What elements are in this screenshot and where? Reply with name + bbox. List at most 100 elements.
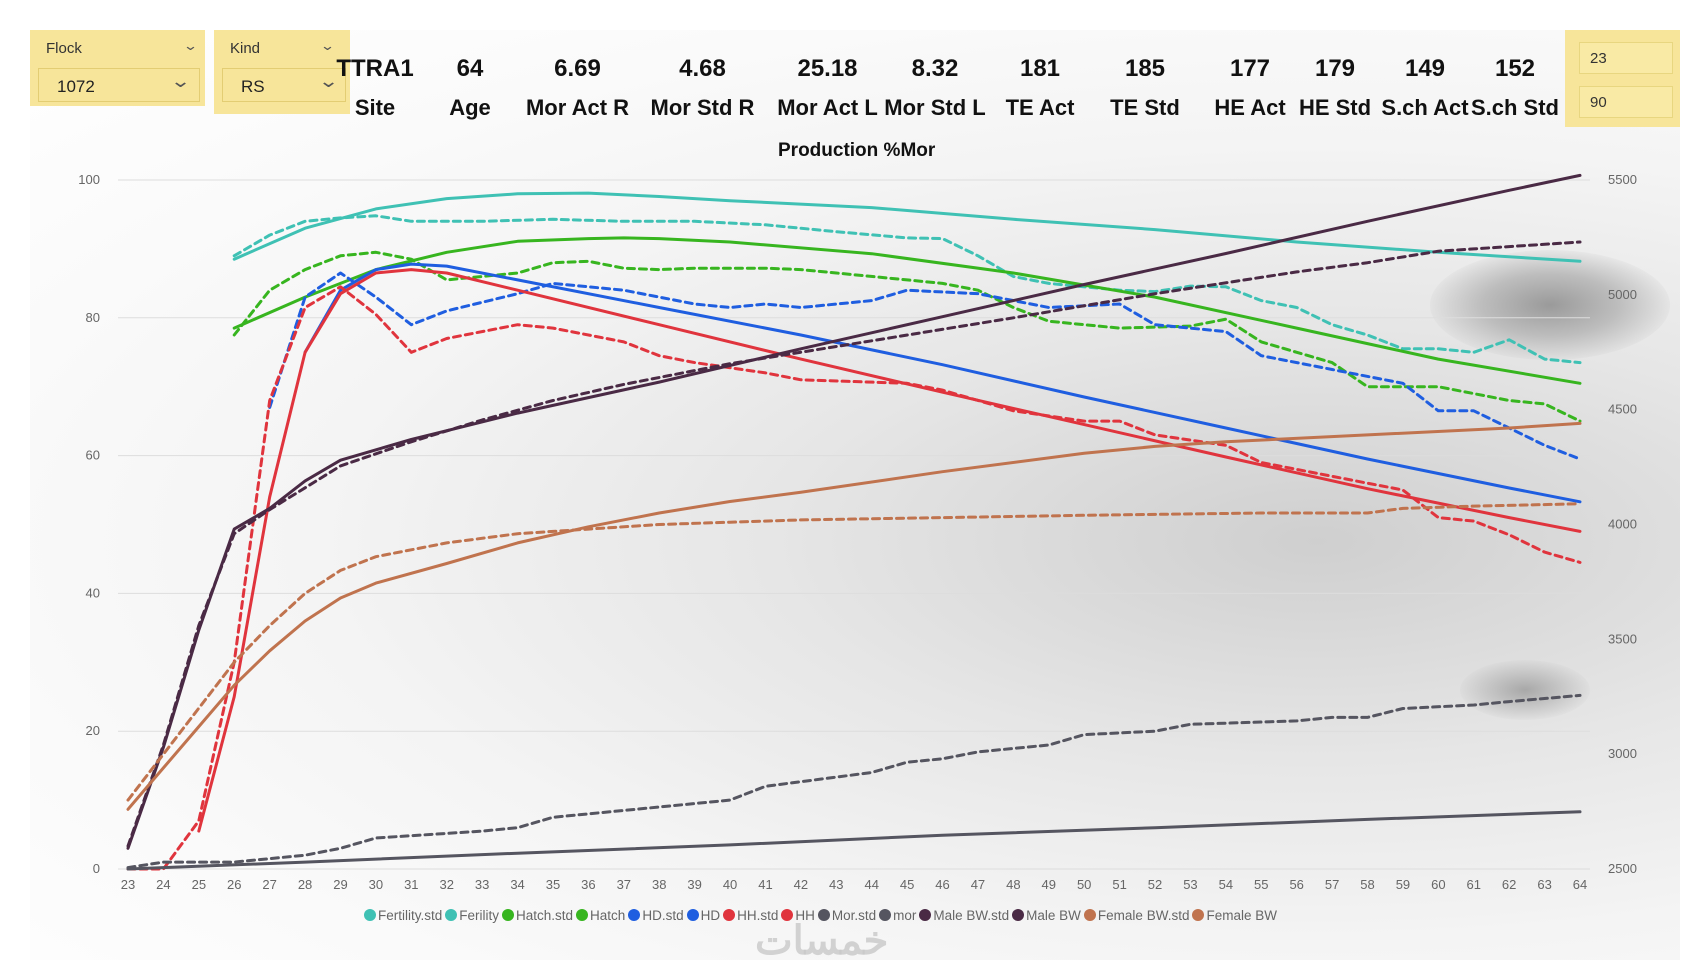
age-range-filter: 23 90	[1565, 30, 1680, 127]
legend-item[interactable]: HH	[781, 908, 815, 923]
x-tick-label: 56	[1289, 877, 1303, 892]
y-right-tick-label: 4000	[1608, 517, 1637, 532]
x-tick-label: 50	[1077, 877, 1091, 892]
kpi-title: HE Act	[1214, 95, 1286, 120]
kpi-title: Mor Std R	[650, 95, 755, 120]
x-tick-label: 63	[1537, 877, 1551, 892]
series-line-ferility	[232, 214, 1582, 365]
legend-marker	[445, 909, 458, 921]
legend-marker	[628, 909, 641, 921]
x-tick-label: 45	[900, 877, 914, 892]
kpi-mor-std-r: 4.68 Mor Std R	[640, 55, 765, 121]
x-tick-label: 49	[1042, 877, 1056, 892]
kpi-he-act: 177 HE Act	[1200, 55, 1300, 121]
x-tick-label: 38	[652, 877, 666, 892]
chevron-down-icon[interactable]: ⌄	[317, 71, 340, 91]
range-to-input[interactable]: 90	[1579, 86, 1673, 118]
x-tick-label: 39	[687, 877, 701, 892]
legend-item[interactable]: mor	[879, 908, 916, 923]
x-tick-label: 44	[864, 877, 878, 892]
legend-item[interactable]: HD.std	[628, 908, 684, 923]
kpi-value: 25.18	[797, 55, 858, 82]
kpi-title: Mor Act R	[525, 95, 630, 120]
legend-label: Ferility	[459, 908, 500, 923]
kpi-value: 8.32	[911, 55, 959, 82]
x-tick-label: 61	[1467, 877, 1481, 892]
chevron-down-icon[interactable]: ⌄	[169, 71, 192, 91]
legend-item[interactable]: HH.std	[723, 908, 778, 923]
legend-item[interactable]: Fertility.std	[364, 908, 442, 923]
y-left-tick-label: 0	[93, 861, 100, 876]
y-right-tick-label: 2500	[1608, 861, 1637, 876]
kpi-value: 6.69	[554, 55, 601, 82]
x-tick-label: 48	[1006, 877, 1020, 892]
legend-marker	[1192, 909, 1205, 921]
series-line-female-bw-std	[126, 502, 1582, 802]
y-right-tick-label: 4500	[1608, 402, 1637, 417]
kpi-value: 152	[1494, 55, 1536, 82]
x-tick-label: 64	[1573, 877, 1587, 892]
kpi-te-act: 181 TE Act	[990, 55, 1090, 121]
series-line-hd	[303, 262, 1582, 504]
x-tick-label: 46	[935, 877, 949, 892]
kpi-mor-act-l: 25.18 Mor Act L	[765, 55, 890, 121]
legend-marker	[919, 909, 932, 921]
series-line-male-bw	[126, 173, 1582, 850]
legend-item[interactable]: Male BW	[1012, 908, 1081, 923]
legend-label: Male BW.std	[933, 908, 1010, 923]
x-tick-label: 41	[758, 877, 772, 892]
legend-marker	[502, 909, 515, 921]
kind-value: RS	[241, 77, 265, 96]
series-line-mor-std	[126, 693, 1582, 870]
legend-item[interactable]: Hatch.std	[502, 908, 573, 923]
legend-marker	[879, 909, 892, 921]
flock-slicer[interactable]: Flock ⌄ 1072 ⌄	[30, 30, 205, 106]
x-tick-label: 57	[1325, 877, 1339, 892]
kpi-value: 185	[1124, 55, 1166, 82]
x-tick-label: 25	[192, 877, 206, 892]
legend-item[interactable]: Mor.std	[817, 908, 876, 923]
kpi-he-std: 179 HE Std	[1290, 55, 1380, 121]
x-tick-label: 55	[1254, 877, 1268, 892]
legend-label: Female BW.std	[1097, 908, 1190, 923]
x-tick-label: 52	[1148, 877, 1162, 892]
legend-item[interactable]: Female BW.std	[1083, 908, 1190, 923]
x-tick-label: 42	[794, 877, 808, 892]
x-tick-label: 62	[1502, 877, 1516, 892]
legend-item[interactable]: Hatch	[576, 908, 625, 923]
kpi-sch-act: 149 S.ch Act	[1375, 55, 1475, 121]
series-line-fertility-std	[232, 191, 1582, 263]
x-tick-label: 40	[723, 877, 737, 892]
chevron-down-icon[interactable]: ⌄	[319, 38, 336, 53]
y-right-tick-label: 3000	[1608, 746, 1637, 761]
flock-dropdown[interactable]: 1072 ⌄	[38, 68, 200, 102]
kind-slicer[interactable]: Kind ⌄ RS ⌄	[214, 30, 350, 114]
y-right-tick-label: 5000	[1608, 287, 1637, 302]
x-tick-label: 51	[1112, 877, 1126, 892]
x-tick-label: 47	[971, 877, 985, 892]
kpi-title: HE Std	[1298, 95, 1372, 120]
legend-item[interactable]: HD	[686, 908, 720, 923]
x-tick-label: 43	[829, 877, 843, 892]
background-shade	[1430, 250, 1670, 360]
y-left-tick-label: 80	[86, 310, 100, 325]
kpi-sch-std: 152 S.ch Std	[1465, 55, 1565, 121]
chart-title: Production %Mor	[778, 140, 936, 161]
legend-marker	[1083, 909, 1096, 921]
legend-label: HD.std	[642, 908, 684, 923]
kpi-te-std: 185 TE Std	[1090, 55, 1200, 121]
legend-item[interactable]: Female BW	[1192, 908, 1277, 923]
legend-label: HH.std	[737, 908, 779, 923]
legend-marker	[1012, 909, 1025, 921]
kind-dropdown[interactable]: RS ⌄	[222, 68, 346, 102]
legend-item[interactable]: Male BW.std	[919, 908, 1009, 923]
legend-item[interactable]: Ferility	[445, 908, 499, 923]
chevron-down-icon[interactable]: ⌄	[182, 38, 199, 53]
x-tick-label: 32	[439, 877, 453, 892]
x-tick-label: 58	[1360, 877, 1374, 892]
legend-label: Male BW	[1026, 908, 1081, 923]
range-from-input[interactable]: 23	[1579, 42, 1673, 74]
x-tick-label: 60	[1431, 877, 1445, 892]
y-left-tick-label: 100	[78, 172, 100, 187]
